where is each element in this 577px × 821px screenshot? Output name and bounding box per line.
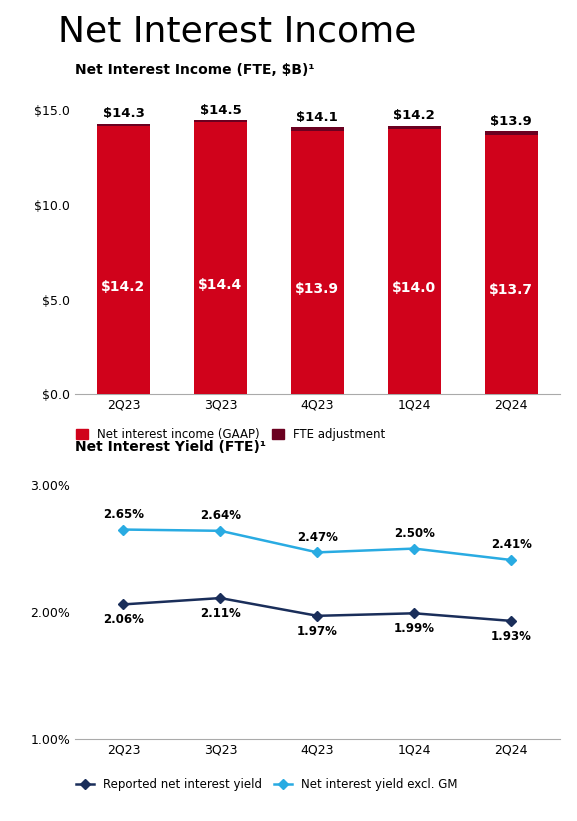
Text: 2.06%: 2.06% [103,613,144,626]
Text: 2.11%: 2.11% [200,607,241,620]
Text: Net Interest Income: Net Interest Income [58,15,416,48]
Bar [291,127,344,131]
Text: 2.50%: 2.50% [394,527,434,539]
Text: $14.1: $14.1 [297,111,338,124]
Text: Net Interest Income (FTE, $B)¹: Net Interest Income (FTE, $B)¹ [75,62,314,77]
Text: $14.5: $14.5 [200,103,241,117]
Bar [97,124,150,394]
Bar [194,120,247,394]
Text: 2.65%: 2.65% [103,507,144,521]
Text: Net Interest Yield (FTE)¹: Net Interest Yield (FTE)¹ [75,440,266,455]
Bar [388,126,441,394]
Text: 2.41%: 2.41% [491,538,531,551]
Text: 2.64%: 2.64% [200,509,241,522]
Text: $13.9: $13.9 [490,115,532,128]
Legend: Reported net interest yield, Net interest yield excl. GM: Reported net interest yield, Net interes… [76,778,458,791]
Bar [291,127,344,394]
Bar [388,126,441,130]
Bar [485,131,538,394]
Text: 1.97%: 1.97% [297,625,338,638]
Text: $13.9: $13.9 [295,282,339,296]
Bar [97,124,150,126]
Text: 1.99%: 1.99% [394,622,435,635]
Text: $13.7: $13.7 [489,283,533,297]
Text: $14.0: $14.0 [392,282,436,296]
Text: 2.47%: 2.47% [297,530,338,544]
Bar [485,131,538,135]
Legend: Net interest income (GAAP), FTE adjustment: Net interest income (GAAP), FTE adjustme… [76,428,385,441]
Bar [194,120,247,122]
Text: $14.2: $14.2 [394,109,435,122]
Text: $14.2: $14.2 [102,280,145,294]
Text: $14.3: $14.3 [103,108,144,121]
Text: 1.93%: 1.93% [491,630,531,643]
Text: $14.4: $14.4 [198,278,242,292]
